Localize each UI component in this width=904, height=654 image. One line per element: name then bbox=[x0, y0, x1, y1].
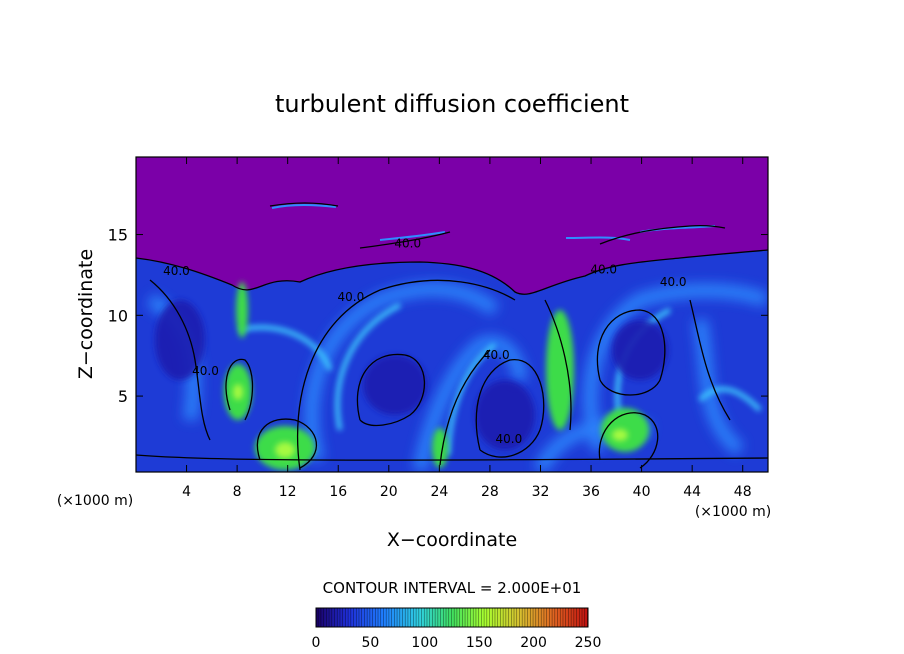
contour-lines bbox=[136, 202, 768, 471]
x-tick-label: 32 bbox=[532, 484, 550, 500]
colorbar: 0 50 100 150 200 250 bbox=[312, 607, 602, 651]
colorbar-fill bbox=[315, 607, 589, 628]
dark-cores bbox=[155, 300, 668, 450]
heatmap-field bbox=[136, 157, 768, 472]
x-tick-label: 48 bbox=[734, 484, 752, 500]
x-tick-label: 8 bbox=[233, 484, 242, 500]
x-unit-left: (×1000 m) bbox=[57, 493, 133, 509]
contour-label: 40.0 bbox=[483, 348, 510, 362]
x-unit-right: (×1000 m) bbox=[695, 504, 771, 520]
y-tick-label: 10 bbox=[108, 306, 128, 325]
colorbar-tick-label: 100 bbox=[411, 635, 438, 651]
x-tick-label: 12 bbox=[279, 484, 297, 500]
colorbar-tick-label: 150 bbox=[466, 635, 493, 651]
contour-labels: 40.0 40.0 40.0 40.0 40.0 40.0 40.0 40.0 bbox=[163, 236, 686, 445]
colorbar-tick-label: 250 bbox=[575, 635, 602, 651]
x-tick-label: 40 bbox=[633, 484, 651, 500]
contour-label: 40.0 bbox=[496, 432, 523, 446]
x-tick-label: 24 bbox=[430, 484, 448, 500]
contour-label: 40.0 bbox=[394, 236, 421, 250]
x-tick-label: 28 bbox=[481, 484, 499, 500]
contour-label: 40.0 bbox=[590, 262, 617, 276]
colorbar-ticks: 0 50 100 150 200 250 bbox=[312, 635, 602, 651]
colorbar-tick-label: 0 bbox=[312, 635, 321, 651]
x-tick-label: 36 bbox=[582, 484, 600, 500]
colorbar-tick-label: 50 bbox=[361, 635, 379, 651]
plot-frame bbox=[135, 156, 769, 473]
x-tick-label: 20 bbox=[380, 484, 398, 500]
contour-label: 40.0 bbox=[338, 290, 365, 304]
y-tick-label: 15 bbox=[108, 226, 128, 245]
contour-interval: CONTOUR INTERVAL = 2.000E+01 bbox=[323, 579, 582, 597]
x-tick-label: 4 bbox=[182, 484, 191, 500]
green-blobs bbox=[224, 282, 649, 470]
colorbar-stripes bbox=[317, 608, 588, 627]
y-axis-label: Z−coordinate bbox=[75, 249, 97, 379]
yellow-cores bbox=[233, 384, 628, 458]
contour-label: 40.0 bbox=[660, 275, 687, 289]
x-tick-label: 16 bbox=[329, 484, 347, 500]
contour-label: 40.0 bbox=[163, 264, 190, 278]
colorbar-tick-label: 200 bbox=[520, 635, 547, 651]
y-tick-label: 5 bbox=[118, 387, 128, 406]
x-axis-ticks: 4 8 12 16 20 24 28 32 36 40 44 48 bbox=[182, 157, 752, 500]
y-axis-ticks: 5 10 15 bbox=[108, 226, 768, 406]
x-axis-label: X−coordinate bbox=[387, 529, 517, 551]
chart-title: turbulent diffusion coefficient bbox=[275, 90, 629, 118]
contour-label: 40.0 bbox=[192, 364, 219, 378]
x-tick-label: 44 bbox=[683, 484, 701, 500]
